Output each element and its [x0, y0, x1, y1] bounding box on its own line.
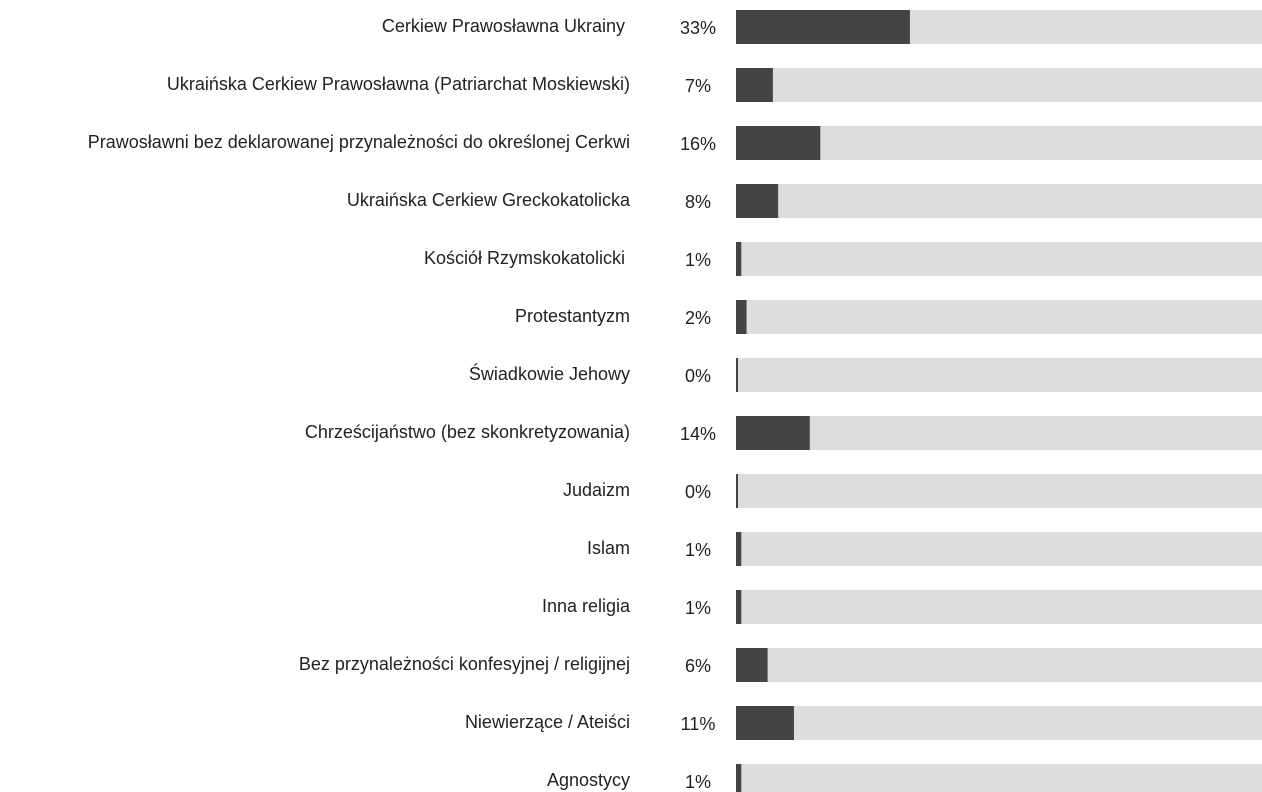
bar-track [736, 68, 1262, 102]
bar-track [736, 242, 1262, 276]
bar [736, 184, 779, 218]
value-label: 1% [685, 250, 711, 270]
bar [736, 416, 810, 450]
bar [736, 474, 738, 508]
bar [736, 764, 742, 792]
bar [736, 68, 773, 102]
bar [736, 648, 768, 682]
category-label: Cerkiew Prawosławna Ukrainy [382, 16, 630, 36]
bar-track [736, 300, 1262, 334]
category-label: Protestantyzm [515, 306, 630, 326]
value-label: 0% [685, 482, 711, 502]
value-label: 1% [685, 772, 711, 792]
category-label: Ukraińska Cerkiew Prawosławna (Patriarch… [167, 74, 630, 94]
bar-track [736, 590, 1262, 624]
bar-track [736, 358, 1262, 392]
value-label: 0% [685, 366, 711, 386]
category-label: Prawosławni bez deklarowanej przynależno… [88, 132, 630, 152]
value-label: 1% [685, 598, 711, 618]
bar-track [736, 474, 1262, 508]
category-label: Chrześcijaństwo (bez skonkretyzowania) [305, 422, 630, 442]
category-label: Bez przynależności konfesyjnej / religij… [299, 654, 630, 674]
bar-track [736, 416, 1262, 450]
value-label: 1% [685, 540, 711, 560]
category-label: Agnostycy [547, 770, 630, 790]
bar [736, 706, 794, 740]
bar [736, 242, 742, 276]
bar [736, 10, 910, 44]
bar [736, 300, 747, 334]
value-label: 33% [680, 18, 716, 38]
bar-track [736, 764, 1262, 792]
bar-track [736, 648, 1262, 682]
category-label: Ukraińska Cerkiew Greckokatolicka [347, 190, 631, 210]
value-label: 7% [685, 76, 711, 96]
bar-track [736, 706, 1262, 740]
value-label: 11% [681, 714, 716, 734]
bar-track [736, 126, 1262, 160]
bar-track [736, 184, 1262, 218]
bar [736, 532, 742, 566]
value-label: 8% [685, 192, 711, 212]
value-label: 6% [685, 656, 711, 676]
category-label: Inna religia [542, 596, 631, 616]
bar [736, 590, 742, 624]
value-label: 16% [680, 134, 716, 154]
bar [736, 126, 821, 160]
bar [736, 358, 738, 392]
category-label: Islam [587, 538, 630, 558]
category-label: Judaizm [563, 480, 630, 500]
category-label: Świadkowie Jehowy [469, 363, 630, 384]
value-label: 14% [680, 424, 716, 444]
category-label: Kościół Rzymskokatolicki [424, 248, 630, 268]
value-label: 2% [685, 308, 711, 328]
bar-track [736, 532, 1262, 566]
category-label: Niewierzące / Ateiści [465, 712, 630, 732]
